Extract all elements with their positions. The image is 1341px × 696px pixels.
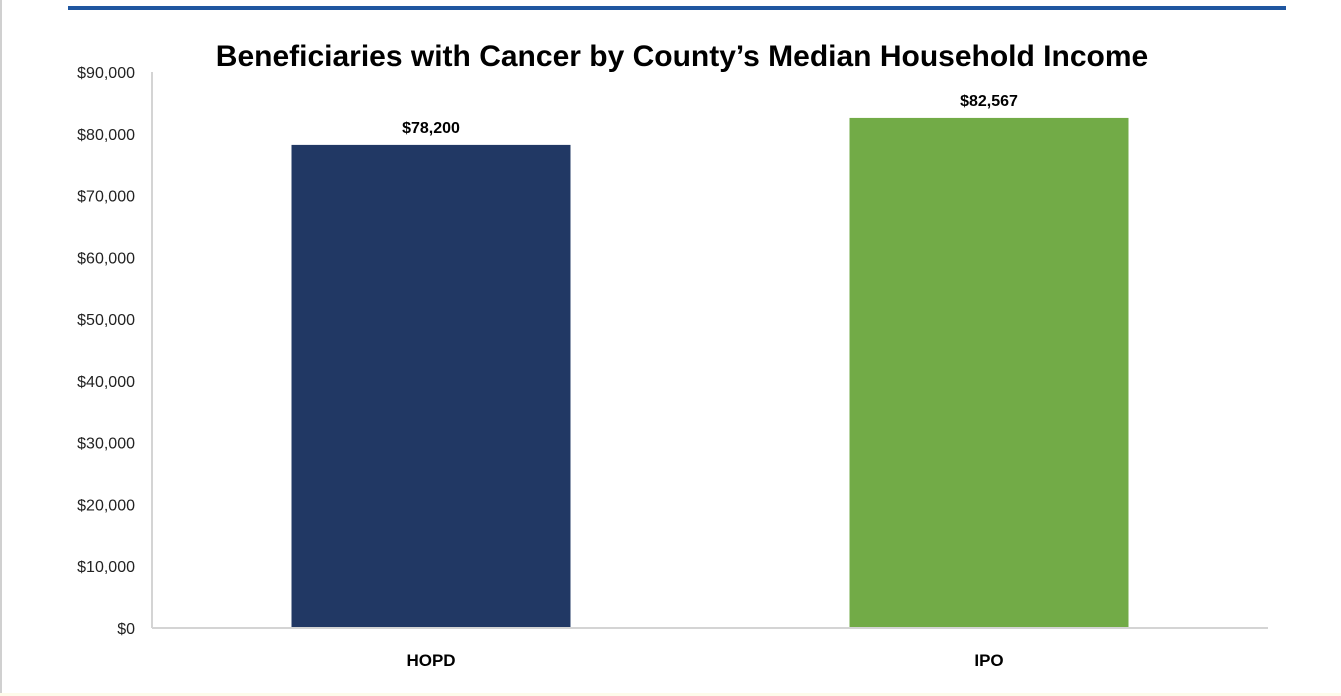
x-category-label: HOPD — [406, 651, 455, 670]
chart-title: Beneficiaries with Cancer by County’s Me… — [216, 40, 1148, 73]
x-category-label: IPO — [974, 651, 1003, 670]
y-tick-label: $70,000 — [77, 189, 135, 206]
y-tick-label: $80,000 — [77, 127, 135, 144]
x-axis: HOPD IPO — [152, 627, 1268, 670]
y-tick-label: $60,000 — [77, 250, 135, 267]
y-tick-label: $0 — [117, 621, 135, 638]
y-tick-label: $90,000 — [77, 65, 135, 82]
data-label: $82,567 — [960, 93, 1018, 110]
data-label: $78,200 — [402, 120, 460, 137]
y-tick-label: $40,000 — [77, 374, 135, 391]
y-tick-label: $50,000 — [77, 312, 135, 329]
y-tick-label: $30,000 — [77, 436, 135, 453]
y-axis: $0 $10,000 $20,000 $30,000 $40,000 $50,000 $60… — [77, 65, 153, 638]
frame-left-border — [0, 0, 2, 696]
y-tick-label: $20,000 — [77, 497, 135, 514]
top-accent-rule — [68, 6, 1286, 10]
bars: $78,200 $82,567 — [291, 93, 1129, 629]
y-tick-label: $10,000 — [77, 559, 135, 576]
frame-bottom-border — [0, 693, 1341, 696]
bar-hopd — [291, 144, 571, 629]
bar-ipo — [849, 117, 1129, 628]
